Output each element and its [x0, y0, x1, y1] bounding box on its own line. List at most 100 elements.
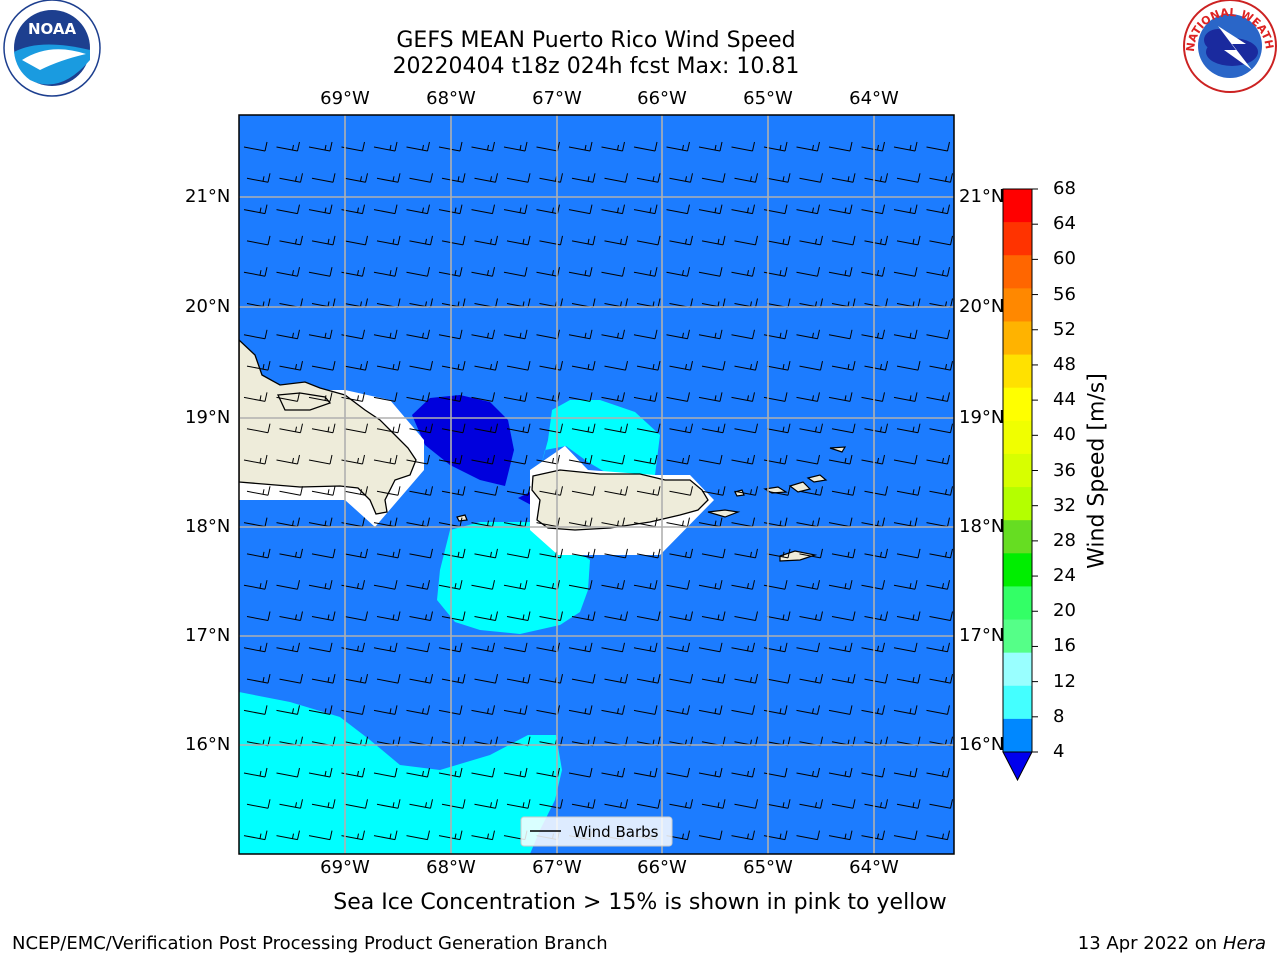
wind-barb: [506, 423, 531, 434]
wind-barb: [669, 673, 693, 684]
wind-barb: [831, 799, 856, 809]
colorbar-tick-label: 56: [1053, 283, 1076, 305]
wind-barb: [279, 423, 303, 434]
virgin-islands-2: [788, 481, 812, 493]
wind-barb: [799, 423, 823, 434]
colorbar-band: [1003, 652, 1032, 687]
wind-barb: [409, 673, 433, 684]
wind-barb: [243, 642, 268, 653]
wind-barb: [864, 611, 888, 621]
footer-host: Hera: [1222, 933, 1266, 954]
hispaniola-north-coast-detail: [277, 392, 332, 411]
wind-barb: [344, 423, 368, 434]
wind-barb: [604, 799, 628, 809]
wind-barb: [796, 830, 820, 841]
wind-barb: [861, 204, 885, 215]
wind-barb: [276, 392, 300, 402]
wind-barb: [601, 141, 625, 152]
wind-barb: [799, 673, 823, 684]
wind-barb: [308, 141, 333, 152]
wind-barb: [896, 360, 921, 371]
wind-barb: [474, 423, 498, 434]
wind-barb: [669, 611, 693, 621]
wind-barb: [636, 423, 661, 434]
wind-barb: [633, 267, 658, 277]
wind-barb: [276, 454, 300, 465]
wind-barb: [279, 173, 303, 183]
wind-barb: [799, 799, 823, 809]
wind-barb: [311, 799, 336, 809]
wind-barb: [536, 329, 560, 340]
latitude-label: 19°N: [185, 407, 231, 428]
wind-barb: [734, 548, 758, 559]
map-frame: [238, 114, 955, 855]
latitude-label: 17°N: [185, 625, 231, 646]
colorbar-band: [1003, 718, 1032, 753]
wind-barb: [831, 235, 856, 246]
wind-barb: [796, 580, 820, 590]
wind-barb: [471, 830, 495, 841]
wind-barb: [373, 141, 398, 152]
hispaniola-coastline: [239, 339, 417, 515]
wind-barb: [246, 423, 271, 434]
wind-barb: [831, 673, 856, 684]
wind-barb: [276, 267, 300, 277]
wind-barb: [441, 235, 466, 246]
wind-barb: [633, 767, 658, 778]
wind-barb: [438, 705, 463, 715]
wind-barb: [766, 611, 791, 621]
wind-barb: [276, 141, 300, 152]
colorbar-band: [1003, 487, 1032, 521]
wind-barb: [893, 642, 918, 653]
svg-text:NATIONAL WEATHER SERVICE: NATIONAL WEATHER SERVICE: [0, 0, 1276, 52]
wind-barb: [311, 360, 336, 371]
wind-barb: [831, 548, 856, 559]
wind-barb: [633, 454, 658, 465]
wind-barb: [308, 204, 333, 215]
wind-barb: [734, 799, 758, 809]
colorbar-tick-label: 52: [1053, 318, 1076, 340]
wind-barb: [376, 173, 401, 183]
wind-barb: [246, 486, 271, 496]
wind-barb: [568, 767, 593, 778]
colorbar-band: [1003, 321, 1032, 356]
graticule: [239, 115, 954, 854]
wind-barb: [766, 486, 791, 496]
wind-barb: [311, 673, 336, 684]
wind-barb: [276, 204, 300, 215]
wind-barb: [373, 580, 398, 590]
wind-barb: [438, 830, 463, 841]
wind-barb: [633, 517, 658, 528]
wind-barb: [506, 548, 531, 559]
wind-barb: [409, 235, 433, 246]
wind-barb: [471, 642, 495, 653]
wind-barb: [571, 799, 596, 809]
wind-barb: [864, 673, 888, 684]
virgin-islands-4: [829, 446, 847, 453]
wind-barb: [243, 580, 268, 590]
wind-barb: [373, 454, 398, 465]
wind-barb: [246, 173, 271, 183]
longitude-label: 66°W: [637, 857, 687, 878]
wind-barb: [731, 392, 755, 402]
wind-barb: [666, 204, 690, 215]
wind-barb: [406, 705, 430, 715]
wind-barb: [893, 580, 918, 590]
wind-barb: [766, 799, 791, 809]
wind-barb: [536, 392, 560, 402]
latitude-label: 21°N: [959, 186, 1005, 207]
wind-barb: [279, 486, 303, 496]
wind-barb: [633, 141, 658, 152]
wind-barb: [311, 611, 336, 621]
wind-barb: [896, 235, 921, 246]
wind-barb: [734, 423, 758, 434]
wind-barb: [279, 360, 303, 371]
wind-barb: [929, 611, 953, 621]
noaa-logo-text: NOAA: [28, 20, 77, 38]
wind-barb: [698, 642, 723, 653]
colorbar-tick-label: 32: [1053, 494, 1076, 516]
wind-barb: [438, 767, 463, 778]
wind-barb: [568, 392, 593, 402]
colorbar-band: [1003, 255, 1032, 289]
wind-barb: [441, 360, 466, 371]
